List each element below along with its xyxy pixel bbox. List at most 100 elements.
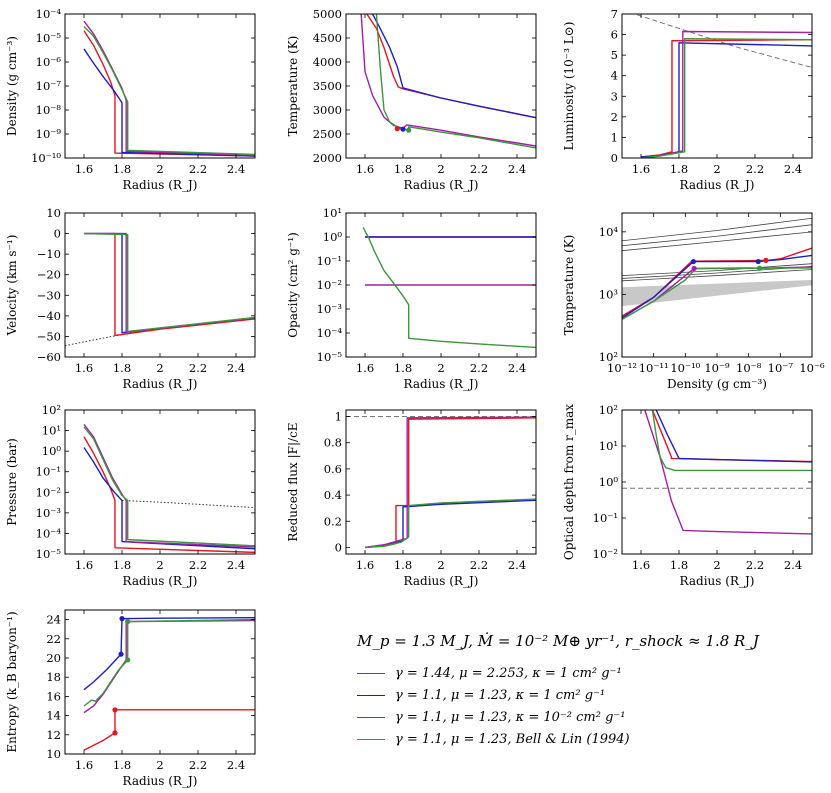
series-line-blue [364,499,536,549]
legend-swatch [357,738,385,740]
legend-label: γ = 1.1, μ = 1.23, κ = 10⁻² cm² g⁻¹ [395,709,626,725]
chart-reduced-flux: 1.6 1.8 2 2.2 2.4 0 0.2 0.4 0.6 0.8 1 Radius (R_J) R… [286,409,537,588]
y-tick-label: 10⁻² [36,485,61,499]
x-tick-label: 1.6 [356,558,374,572]
y-tick-label: 10⁻⁴ [317,326,343,340]
plot-area [362,227,536,349]
x-tick-label: 1.6 [356,361,374,375]
y-tick-label: 2000 [313,151,342,165]
marker-point [691,265,697,272]
marker-point [755,258,761,265]
x-tick-label: 1.8 [113,361,131,375]
y-tick-label: 10² [599,403,618,417]
marker-point [394,126,400,132]
x-tick-label: 2.4 [784,162,802,176]
x-tick-label: 2.2 [189,162,207,176]
y-tick-label: −60 [37,350,61,364]
x-tick-label: 1.8 [394,361,412,375]
series-line-purple [84,232,255,333]
axes-frame [345,409,537,555]
y-tick-label: 10² [599,350,618,364]
y-tick-label: 10⁻⁵ [36,547,62,561]
axes-frame [621,409,813,555]
series-line-green [640,37,812,158]
y-tick-label: 16 [46,689,61,703]
y-tick-label: 4 [611,69,618,83]
y-tick-label: 10⁻¹⁰ [31,151,61,165]
y-tick-label: 10⁰ [599,475,619,489]
y-tick-label: 0 [54,227,61,241]
y-tick-label: 2500 [313,127,342,141]
plot-area [622,410,812,535]
y-tick-label: 10 [46,206,61,220]
marker-point [690,258,697,265]
y-tick-label: 10¹ [42,424,61,438]
y-tick-label: 10⁰ [323,230,343,244]
reference-curve [622,263,812,276]
axes-frame [621,13,813,159]
series-line-red [640,39,812,158]
x-tick-label: 2.2 [189,361,207,375]
x-tick-label: 2.2 [746,558,764,572]
plot-area [65,232,255,347]
series-line-green [622,267,812,320]
x-tick-label: 2.4 [508,558,526,572]
legend-entry-red: γ = 1.44, μ = 2.253, κ = 1 cm² g⁻¹ [357,662,797,684]
series-line-green [651,410,812,472]
series-line-purple [83,20,255,156]
y-tick-label: 24 [46,613,61,627]
x-tick-label: 2.2 [746,162,764,176]
series-line-blue [84,232,255,334]
legend-caption: M_p = 1.3 M_J, Ṁ = 10⁻² M⊕ yr⁻¹, r_shock… [357,632,759,650]
y-tick-label: 10⁻² [317,278,342,292]
legend-swatch [357,672,385,674]
y-tick-label: −40 [37,309,61,323]
plot-area [360,14,536,149]
x-tick-label: 2.2 [470,558,488,572]
legend-swatch [357,694,385,696]
x-tick-label: 10⁻¹⁰ [670,361,700,375]
chart-optical-depth: 1.6 1.8 2 2.2 2.4 10⁻² 10⁻¹ 10⁰ 10¹ 10² Radius (R_… [562,403,813,588]
legend-entry-purple: γ = 1.1, μ = 1.23, κ = 10⁻² cm² g⁻¹ [357,706,797,728]
series-line-green [83,26,255,156]
x-tick-label: 2 [437,361,444,375]
reference-curve [622,224,812,247]
x-axis-label: Radius (R_J) [680,574,755,588]
y-tick-label: 4000 [313,55,342,69]
y-tick-label: −30 [37,288,61,302]
x-tick-label: 2.2 [189,558,207,572]
plot-area [83,616,255,751]
series-line-green [375,14,536,149]
y-tick-label: 10⁻¹ [317,254,342,268]
y-tick-label: 10¹ [323,206,342,220]
y-tick-label: 3 [611,89,618,103]
y-tick-label: 14 [46,709,61,723]
y-axis-label: Opacity (cm² g⁻¹) [286,232,300,338]
series-line-purple [360,14,536,147]
x-axis-label: Radius (R_J) [123,178,198,192]
y-tick-label: 10⁻⁸ [36,103,62,117]
x-tick-label: 10⁻⁹ [704,361,730,375]
x-tick-label: 2.2 [470,361,488,375]
y-tick-label: 0.6 [324,462,342,476]
series-line-red [364,417,536,549]
x-tick-label: 10⁻¹² [607,361,637,375]
series-line-dash [121,499,255,509]
marker-point [118,651,124,657]
y-tick-label: 0.4 [324,488,342,502]
series-line-blue [83,48,255,157]
legend-entry-blue: γ = 1.1, μ = 1.23, κ = 1 cm² g⁻¹ [357,684,797,706]
reference-curve [622,269,812,282]
axes-frame [345,13,537,159]
y-tick-label: 2 [611,110,618,124]
shaded-band [622,279,812,307]
x-tick-label: 1.6 [356,162,374,176]
x-axis-label: Radius (R_J) [123,574,198,588]
marker-point [112,730,118,736]
x-axis-label: Radius (R_J) [123,774,198,788]
y-axis-label: Temperature (K) [562,235,576,336]
x-tick-label: 2 [437,162,444,176]
y-tick-label: 10⁻⁴ [36,526,62,540]
series-line-red [83,30,255,157]
legend-label: γ = 1.44, μ = 2.253, κ = 1 cm² g⁻¹ [395,665,622,681]
